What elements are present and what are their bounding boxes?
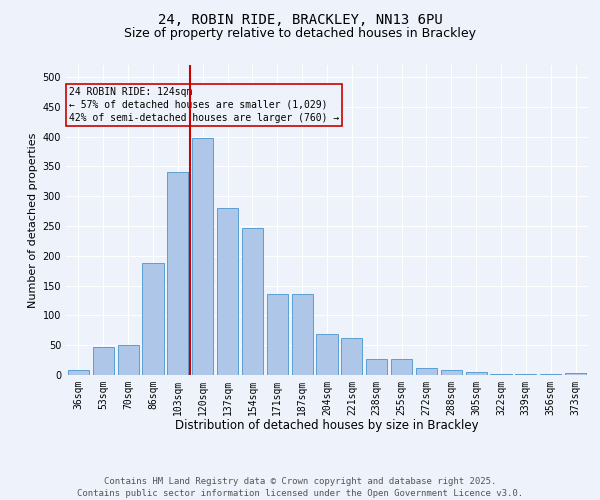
Bar	[515, 374, 536, 375]
Bar	[292, 294, 313, 375]
Bar	[242, 228, 263, 375]
Text: 24 ROBIN RIDE: 124sqm
← 57% of detached houses are smaller (1,029)
42% of semi-d: 24 ROBIN RIDE: 124sqm ← 57% of detached …	[68, 86, 339, 123]
Bar	[391, 359, 412, 375]
Bar	[93, 347, 114, 375]
Bar	[416, 368, 437, 375]
Bar	[192, 138, 213, 375]
Text: Size of property relative to detached houses in Brackley: Size of property relative to detached ho…	[124, 28, 476, 40]
Bar	[68, 370, 89, 375]
Bar	[118, 345, 139, 375]
Y-axis label: Number of detached properties: Number of detached properties	[28, 132, 38, 308]
Bar	[316, 334, 338, 375]
Bar	[490, 374, 512, 375]
X-axis label: Distribution of detached houses by size in Brackley: Distribution of detached houses by size …	[175, 420, 479, 432]
Bar	[366, 359, 387, 375]
Bar	[167, 172, 188, 375]
Bar	[267, 294, 288, 375]
Text: 24, ROBIN RIDE, BRACKLEY, NN13 6PU: 24, ROBIN RIDE, BRACKLEY, NN13 6PU	[158, 12, 442, 26]
Text: Contains HM Land Registry data © Crown copyright and database right 2025.
Contai: Contains HM Land Registry data © Crown c…	[77, 476, 523, 498]
Bar	[540, 374, 561, 375]
Bar	[341, 338, 362, 375]
Bar	[441, 370, 462, 375]
Bar	[466, 372, 487, 375]
Bar	[565, 372, 586, 375]
Bar	[217, 208, 238, 375]
Bar	[142, 263, 164, 375]
